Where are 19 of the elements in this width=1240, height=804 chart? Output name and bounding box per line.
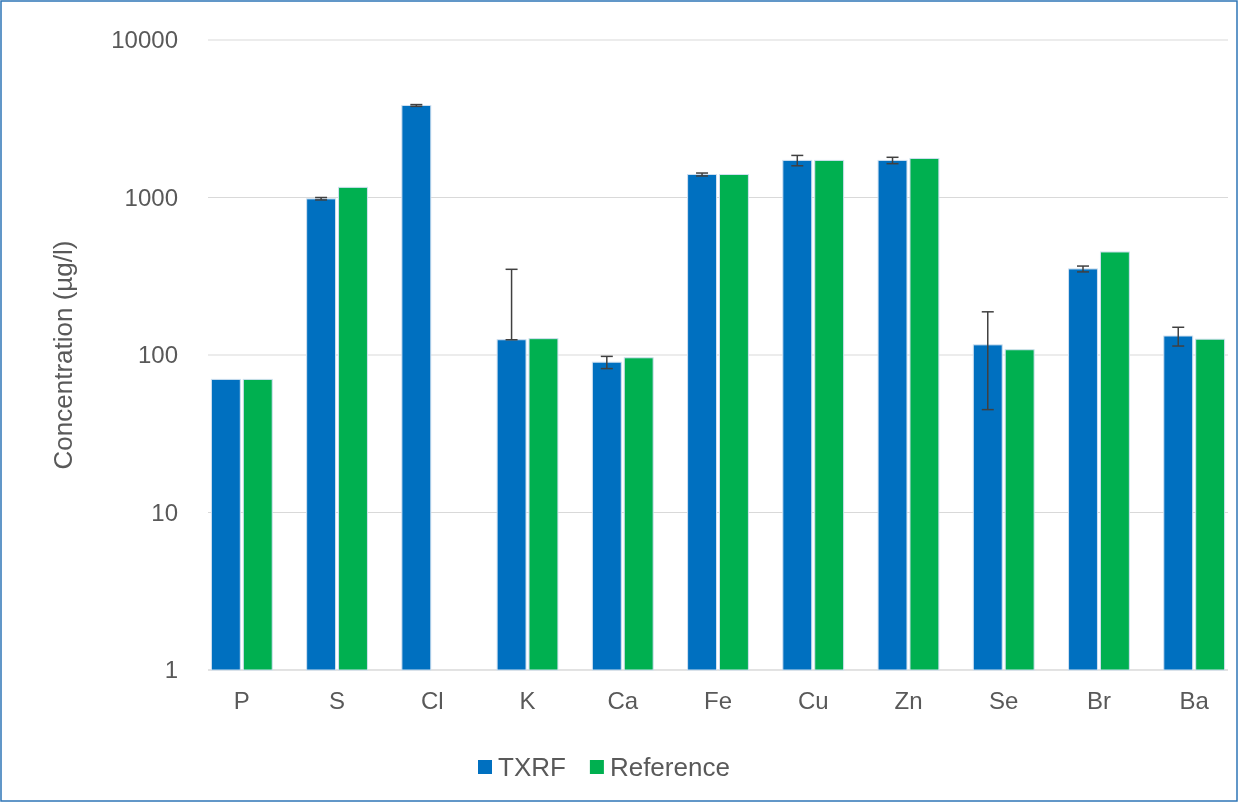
legend-label: Reference <box>609 752 730 782</box>
y-tick-label: 10 <box>151 498 178 526</box>
x-tick-label: Cu <box>797 687 829 715</box>
x-tick-label: Fe <box>703 687 733 715</box>
x-tick-label: P <box>233 687 250 715</box>
x-tick-label: K <box>519 687 536 715</box>
y-tick-label: 10000 <box>111 26 178 54</box>
x-tick-label: Se <box>989 687 1019 715</box>
x-tick-label: Cl <box>420 687 444 715</box>
x-tick-label: Br <box>1086 687 1111 715</box>
x-tick-label: Ca <box>607 687 639 715</box>
y-tick-label: 1 <box>164 656 178 684</box>
y-tick-label: 100 <box>137 341 178 369</box>
y-tick-label: 1000 <box>124 183 178 211</box>
x-tick-label: Zn <box>894 687 923 715</box>
x-tick-label: Ba <box>1179 687 1210 715</box>
legend-label: TXRF <box>498 752 566 782</box>
y-axis-title: Concentration (µg/l) <box>48 240 78 470</box>
x-tick-label: S <box>329 687 346 715</box>
